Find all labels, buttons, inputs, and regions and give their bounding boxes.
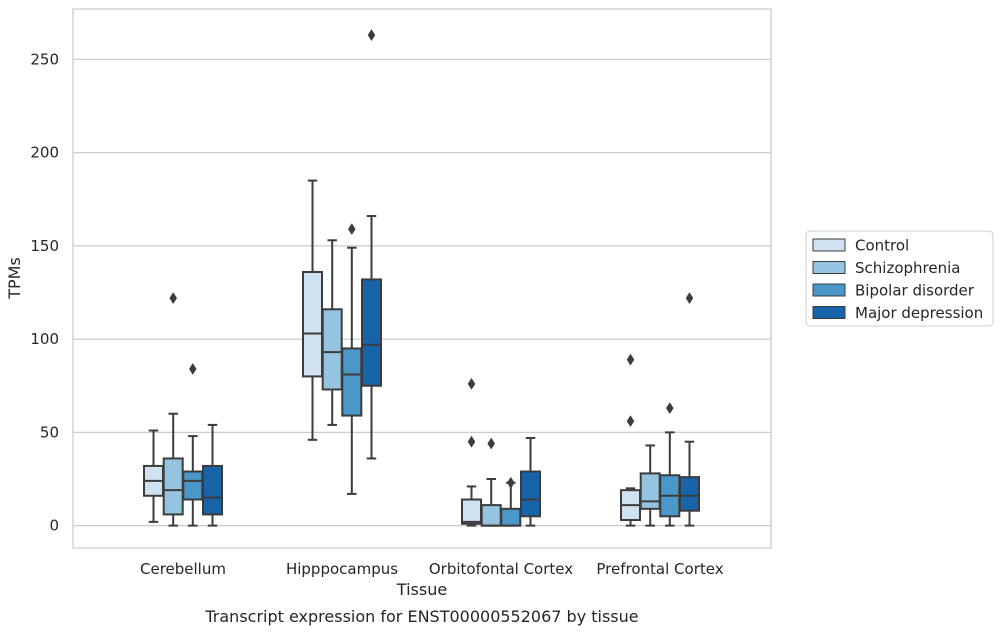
legend-label: Schizophrenia: [855, 259, 960, 277]
legend-label: Bipolar disorder: [855, 282, 975, 300]
x-axis-label: Tissue: [396, 580, 447, 599]
grid-lines: [73, 58, 771, 527]
outlier-point: [666, 402, 674, 415]
outlier-point: [487, 437, 495, 450]
legend-swatch: [812, 306, 846, 319]
box: [500, 507, 522, 527]
chart-caption: Transcript expression for ENST0000055206…: [204, 607, 638, 626]
box: [679, 476, 700, 512]
legend-frame: [805, 230, 994, 327]
legend-label: Major depression: [855, 304, 983, 322]
x-axis-ticks: Cerebellum Hipppocampus Orbitofontal Corte…: [140, 560, 724, 578]
outlier-point: [507, 476, 515, 489]
box: [302, 270, 323, 378]
y-axis-ticks: 0 50 100 150 200 250: [30, 50, 59, 534]
legend-swatch: [812, 261, 846, 274]
series-major-depression: [202, 29, 700, 527]
y-tick-label: 50: [40, 423, 59, 441]
legend-swatch: [812, 238, 846, 252]
x-tick-label: Prefrontal Cortex: [596, 560, 723, 578]
box: [361, 278, 382, 387]
y-tick-label: 200: [30, 144, 59, 162]
box: [321, 308, 343, 391]
outlier-point: [189, 362, 197, 375]
outlier-point: [169, 292, 177, 305]
y-tick-label: 100: [30, 330, 59, 348]
outlier-point: [467, 435, 476, 448]
x-tick-label: Orbitofontal Cortex: [429, 560, 573, 578]
box: [461, 498, 482, 525]
y-tick-label: 0: [49, 517, 59, 535]
box: [480, 504, 502, 527]
series-schizophrenia: [162, 239, 661, 527]
series-control: [143, 179, 641, 527]
outlier-point: [367, 29, 376, 42]
outlier-point: [626, 415, 635, 428]
y-tick-label: 250: [30, 50, 59, 68]
plot-frame: [72, 8, 772, 549]
y-axis-label: TPMs: [5, 257, 24, 300]
outlier-point: [348, 223, 356, 236]
outlier-point: [626, 353, 635, 366]
legend: Control Schizophrenia Bipolar disorder Majo…: [805, 230, 994, 327]
box: [520, 470, 541, 518]
x-tick-label: Cerebellum: [140, 560, 226, 578]
series-bipolar-disorder: [182, 223, 681, 527]
box: [341, 347, 363, 417]
y-tick-label: 150: [30, 237, 59, 255]
legend-swatch: [812, 283, 846, 297]
outlier-point: [685, 292, 694, 305]
legend-label: Control: [855, 237, 909, 255]
outlier-point: [467, 377, 476, 390]
box: [639, 472, 661, 510]
box: [202, 464, 223, 516]
plot-series: [143, 29, 700, 527]
box: [162, 457, 184, 516]
x-tick-label: Hipppocampus: [286, 560, 398, 578]
box: [182, 470, 204, 501]
